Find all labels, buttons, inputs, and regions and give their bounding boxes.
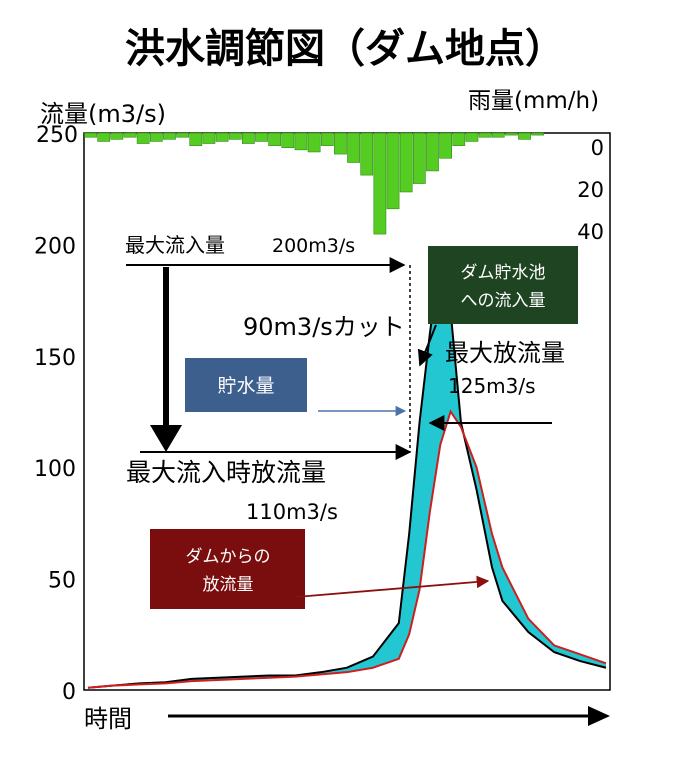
rain-tick-label: 0 bbox=[591, 136, 604, 160]
rainfall-bar bbox=[268, 132, 282, 146]
y-tick-label: 50 bbox=[48, 569, 76, 594]
rainfall-bar bbox=[373, 132, 387, 235]
max-outflow-value: 125m3/s bbox=[448, 374, 536, 398]
rainfall-bar bbox=[412, 132, 426, 184]
outflow-callout-line2: 放流量 bbox=[203, 575, 254, 595]
rainfall-bar bbox=[294, 132, 308, 151]
rainfall-bar bbox=[491, 132, 505, 138]
time-arrow-head bbox=[588, 706, 610, 726]
y-tick-label: 150 bbox=[34, 346, 76, 371]
rain-axis-ticks: 0 20 40 bbox=[577, 136, 604, 244]
rainfall-bar bbox=[149, 132, 163, 142]
x-axis-label: 時間 bbox=[84, 705, 132, 733]
inflow-callout-box bbox=[428, 246, 578, 324]
max-outflow-label: 最大放流量 bbox=[445, 339, 565, 367]
rainfall-bar bbox=[399, 132, 413, 193]
y-axis-label: 流量(m3/s) bbox=[40, 100, 166, 128]
rainfall-bar bbox=[386, 132, 400, 210]
rainfall-bar bbox=[320, 132, 334, 146]
rainfall-bar bbox=[426, 132, 439, 172]
rainfall-bar bbox=[176, 132, 190, 138]
rainfall-bar bbox=[84, 132, 97, 138]
down-arrow-head bbox=[150, 425, 182, 452]
plot-area-frame bbox=[83, 132, 611, 691]
rainfall-bar bbox=[439, 132, 452, 159]
y-tick-label: 200 bbox=[34, 234, 76, 259]
rainfall-bar bbox=[202, 132, 216, 144]
rainfall-bar bbox=[504, 132, 518, 136]
rainfall-bar bbox=[531, 132, 545, 136]
rainfall-bar bbox=[255, 132, 268, 142]
rainfall-bar bbox=[110, 132, 124, 140]
y-tick-label: 0 bbox=[62, 680, 76, 705]
storage-callout-box bbox=[185, 358, 307, 412]
max-inflow-time-outflow-value: 110m3/s bbox=[246, 500, 338, 524]
y-tick-label: 250 bbox=[36, 123, 78, 148]
rainfall-bar bbox=[189, 132, 203, 146]
inflow-line bbox=[87, 255, 607, 689]
max-inflow-time-outflow-label: 最大流入時放流量 bbox=[126, 458, 326, 487]
rainfall-bar bbox=[123, 132, 137, 138]
inflow-callout-line1: ダム貯水池 bbox=[461, 263, 546, 283]
max-inflow-label: 最大流入量 bbox=[125, 233, 225, 257]
rainfall-bar bbox=[307, 132, 321, 153]
outflow-callout-line1: ダムからの bbox=[186, 547, 271, 567]
rainfall-bar bbox=[163, 132, 176, 140]
rainfall-bars bbox=[84, 132, 545, 235]
rainfall-bar bbox=[518, 132, 531, 140]
rainfall-bar bbox=[136, 132, 150, 144]
chart-title: 洪水調節図（ダム地点） bbox=[125, 26, 565, 72]
rainfall-bar bbox=[97, 132, 111, 142]
outflow-callout-box bbox=[150, 529, 305, 609]
rain-axis-label: 雨量(mm/h) bbox=[468, 88, 599, 114]
outflow-callout-arrow bbox=[295, 575, 490, 598]
inflow-callout-line2: への流入量 bbox=[461, 291, 546, 311]
rain-tick-label: 20 bbox=[577, 178, 604, 202]
rainfall-bar bbox=[360, 132, 374, 176]
rain-tick-label: 40 bbox=[577, 220, 604, 244]
series-lines bbox=[87, 255, 607, 689]
storage-callout-label: 貯水量 bbox=[217, 375, 274, 397]
rainfall-bar bbox=[215, 132, 229, 142]
rainfall-bar bbox=[452, 132, 466, 146]
y-tick-label: 100 bbox=[34, 457, 76, 482]
rainfall-bar bbox=[347, 132, 360, 163]
rainfall-bar bbox=[465, 132, 479, 142]
outflow-line bbox=[87, 409, 607, 689]
inflow-callout-arrow bbox=[417, 324, 437, 367]
max-inflow-value: 200m3/s bbox=[272, 235, 355, 257]
rainfall-bar bbox=[478, 132, 492, 138]
cut-amount-label: 90m3/sカット bbox=[243, 313, 405, 341]
rainfall-bar bbox=[334, 132, 347, 155]
rainfall-bar bbox=[228, 132, 242, 140]
rainfall-bar bbox=[242, 132, 255, 144]
y-axis-ticks: 0 50 100 150 200 250 bbox=[34, 123, 78, 705]
rainfall-bar bbox=[281, 132, 295, 149]
